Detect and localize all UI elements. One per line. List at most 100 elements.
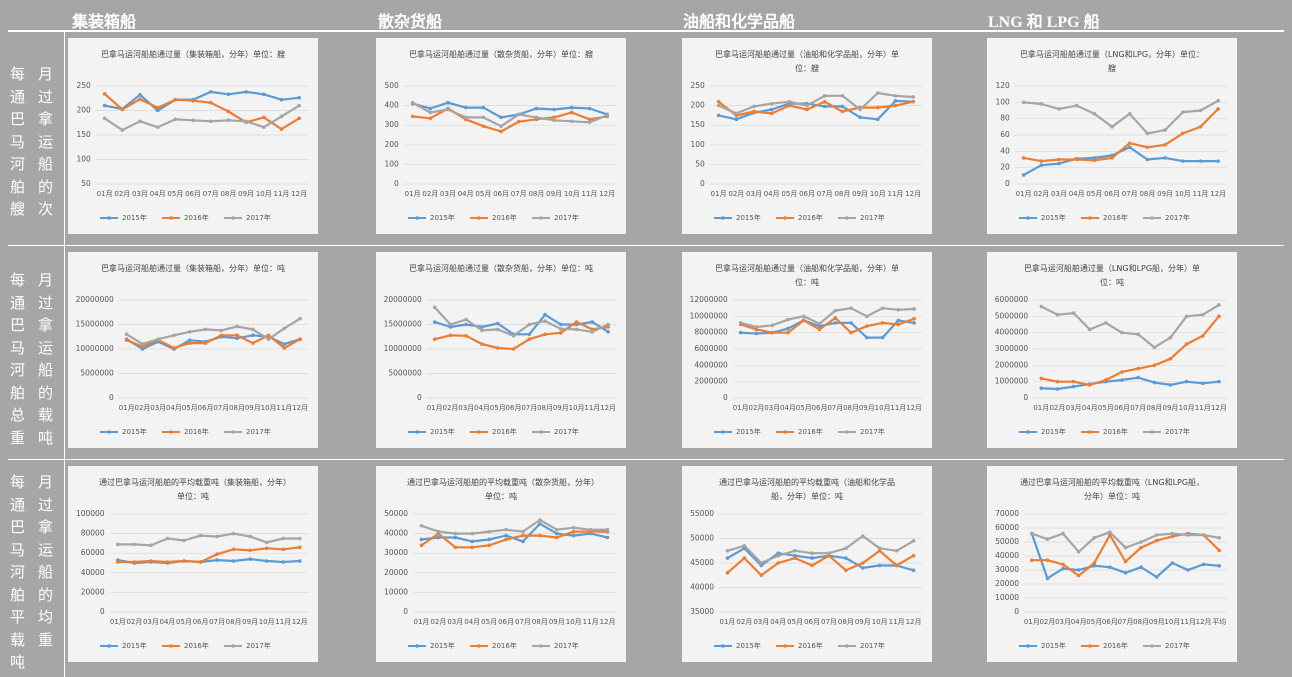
y-tick-label: 120 — [995, 81, 1010, 90]
x-tick-label: 08月 — [843, 404, 859, 412]
point — [248, 557, 252, 561]
y-tick-label: 200 — [690, 101, 705, 110]
x-tick-label: 01月 — [119, 404, 135, 412]
point — [805, 107, 809, 112]
chart-title: 巴拿马运河船舶通过量（LNG和LPG船，分年）单位：吨 — [1023, 264, 1201, 287]
x-tick-label: 11月 — [1195, 404, 1211, 412]
point — [606, 322, 610, 327]
x-tick-label: 02月 — [114, 190, 130, 198]
chart-panel: 50 100 150 200 250 01月 02月 03月 04月 05月 06月 07月 08月 09… — [68, 38, 318, 234]
x-tick-label: 08月 — [226, 618, 242, 626]
point — [716, 113, 721, 118]
legend-label: 2015年 — [430, 213, 455, 222]
point — [261, 125, 266, 129]
point — [912, 321, 916, 325]
point — [1030, 531, 1034, 536]
point — [182, 559, 186, 563]
x-tick-label: 10月 — [569, 404, 585, 412]
x-tick-label: 02月 — [442, 404, 458, 412]
point — [860, 534, 865, 538]
x-tick-label: 05月 — [1086, 190, 1102, 198]
point — [833, 308, 838, 313]
x-tick-label: 07月 — [511, 190, 527, 198]
x-tick-label: 08月 — [528, 190, 544, 198]
x-tick-label: 08月 — [229, 404, 245, 412]
y-tick-label: 100 — [995, 97, 1010, 106]
point — [1127, 141, 1132, 145]
x-tick-label: 09月 — [1163, 404, 1179, 412]
point — [132, 542, 137, 547]
series-line — [117, 546, 300, 564]
point — [1021, 156, 1026, 160]
x-tick-label: 11月 — [583, 618, 599, 626]
point — [805, 103, 809, 108]
point — [725, 548, 730, 553]
y-tick-label: 40000 — [384, 529, 408, 538]
point — [182, 538, 186, 543]
legend-label: 2015年 — [430, 427, 455, 436]
legend-marker — [1088, 216, 1092, 220]
point — [1123, 545, 1128, 550]
point — [1123, 571, 1128, 575]
series-line — [726, 549, 915, 577]
chart-title: 通过巴拿马运河船舶的平均载重吨（散杂货船，分年）单位：吨 — [407, 478, 595, 501]
legend-marker — [231, 216, 235, 220]
point — [716, 103, 721, 108]
point — [297, 536, 302, 541]
chart-panel: 0 1000000 2000000 3000000 4000000 5000000 6000… — [987, 252, 1237, 448]
x-tick-label: 08月 — [834, 190, 850, 198]
point — [149, 559, 153, 563]
point — [1045, 537, 1050, 541]
y-tick-label: 50 — [81, 179, 91, 188]
chart: 50 100 150 200 250 01月 02月 03月 04月 05月 06月 07月 08月 09… — [76, 81, 308, 222]
point — [1163, 128, 1167, 132]
x-tick-label: 04月 — [1071, 618, 1087, 626]
legend-marker — [539, 430, 543, 434]
point — [833, 321, 838, 325]
legend-label: 2016年 — [184, 213, 209, 222]
point — [279, 127, 284, 131]
legend-label: 2016年 — [798, 641, 823, 650]
point — [1136, 375, 1140, 380]
x-tick-label: 07月 — [1122, 190, 1138, 198]
y-tick-label: 40000 — [81, 568, 105, 577]
x-tick-label: 02月 — [134, 404, 150, 412]
legend-label: 2016年 — [492, 427, 517, 436]
x-tick-label: 12月 — [599, 190, 615, 198]
x-tick-label: 06月 — [493, 190, 509, 198]
legend-marker — [783, 430, 787, 434]
legend-label: 2016年 — [492, 213, 517, 222]
point — [893, 103, 898, 108]
x-tick-label: 03月 — [1055, 618, 1071, 626]
point — [860, 566, 865, 570]
point — [173, 97, 178, 102]
legend-label: 2015年 — [736, 213, 761, 222]
point — [124, 332, 129, 337]
x-tick-label: 05月 — [176, 618, 192, 626]
point — [1057, 161, 1061, 166]
point — [297, 545, 302, 550]
point — [521, 539, 525, 544]
point — [419, 543, 424, 548]
point — [410, 114, 415, 119]
legend-label: 2016年 — [492, 641, 517, 650]
point — [448, 322, 453, 327]
y-tick-label: 0 — [700, 179, 705, 188]
legend-marker — [1026, 644, 1030, 648]
point — [1145, 131, 1150, 136]
legend-label: 2015年 — [122, 213, 147, 222]
point — [1201, 562, 1206, 567]
x-tick-label: 08月 — [838, 618, 854, 626]
series-line — [117, 532, 300, 547]
point — [499, 115, 503, 120]
legend-marker — [415, 644, 419, 648]
point — [116, 542, 120, 547]
x-tick-label: 07月 — [213, 404, 229, 412]
point — [574, 327, 579, 332]
legend-marker — [1150, 644, 1154, 648]
x-tick-label: 06月 — [193, 618, 209, 626]
legend-marker — [721, 430, 725, 434]
point — [769, 107, 774, 112]
row-label: 每月通过巴拿马运河船舶的总载重吨 — [10, 273, 67, 447]
y-tick-label: 0 — [723, 393, 728, 402]
